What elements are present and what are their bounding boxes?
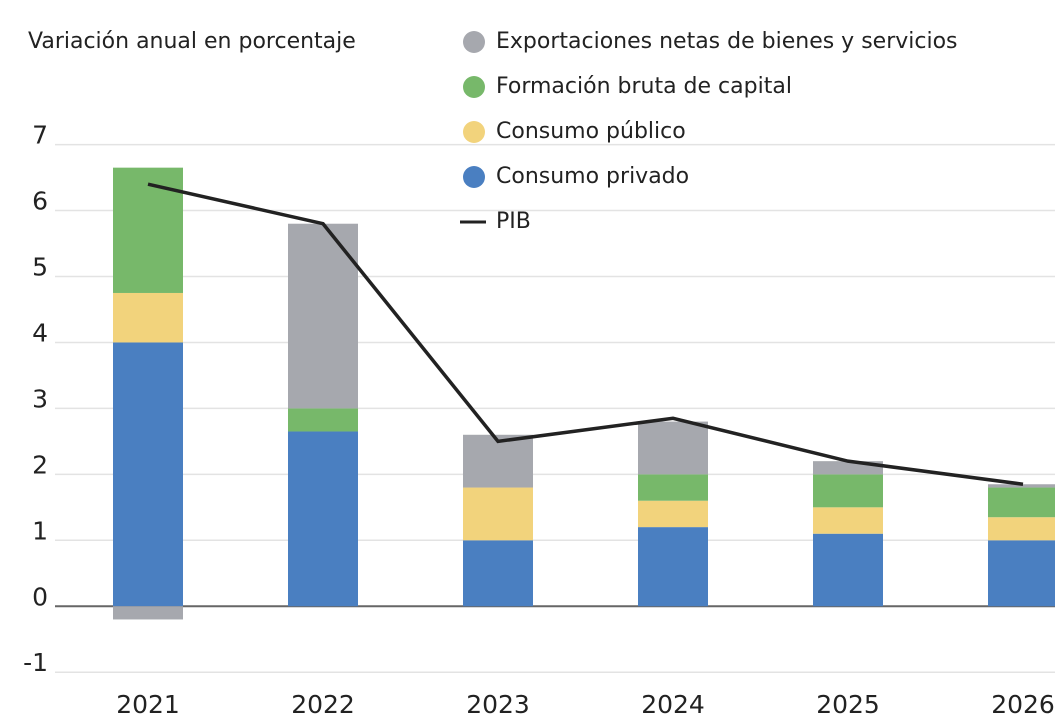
bars [113,167,1055,620]
legend-label: Consumo público [496,119,686,144]
y-tick-label: 1 [32,516,48,545]
x-tick-label: 2024 [641,690,705,719]
bar-segment [813,533,883,607]
bar-segment [463,434,533,488]
legend: Exportaciones netas de bienes y servicio… [460,29,958,234]
legend-label: Consumo privado [496,164,689,189]
bar-segment [988,484,1055,488]
legend-label: Exportaciones netas de bienes y servicio… [496,29,958,54]
y-tick-label: 2 [32,450,48,479]
bar-segment [813,474,883,508]
bar-segment [288,431,358,607]
bar-segment [988,540,1055,607]
bar-segment [638,421,708,475]
y-tick-label: -1 [23,648,48,677]
legend-label: Formación bruta de capital [496,74,792,99]
x-tick-label: 2023 [466,690,530,719]
bar-segment [988,517,1055,541]
x-tick-label: 2022 [291,690,355,719]
x-tick-label: 2021 [116,690,180,719]
bar-segment [988,487,1055,518]
bar-segment [113,342,183,607]
bar-segment [113,292,183,343]
bar-segment [813,507,883,534]
legend-marker [463,31,485,53]
bar-segment [113,606,183,620]
y-tick-label: 5 [32,252,48,281]
bar-segment [463,540,533,607]
bar-segment [113,167,183,293]
chart-title: Variación anual en porcentaje [28,29,356,54]
bar-segment [463,487,533,541]
bar-segment [288,408,358,432]
y-tick-label: 4 [32,318,48,347]
y-tick-label: 7 [32,121,48,150]
y-tick-label: 6 [32,187,48,216]
legend-marker [463,76,485,98]
x-tick-label: 2026 [991,690,1055,719]
bar-segment [638,500,708,528]
line [147,182,1024,486]
legend-label: PIB [496,209,531,234]
y-tick-label: 0 [32,582,48,611]
bar-segment [638,474,708,501]
x-tick-label: 2025 [816,690,880,719]
legend-marker [463,121,485,143]
bar-segment [638,527,708,607]
grid [55,143,1055,673]
y-tick-label: 3 [32,384,48,413]
legend-marker [463,166,485,188]
